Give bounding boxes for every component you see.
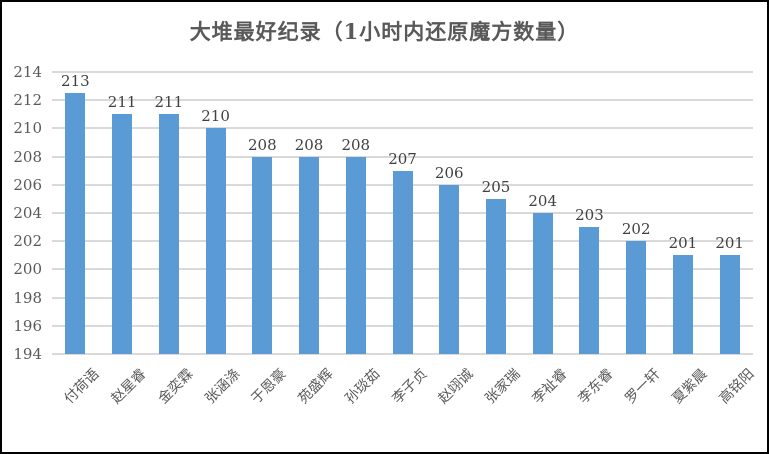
bar: [532, 213, 553, 354]
bar-value-label: 208: [294, 135, 324, 154]
y-tick-label: 208: [13, 147, 42, 166]
x-tick-label: 高铭阳: [716, 366, 758, 408]
bar-slot: 206: [426, 72, 473, 354]
x-tick-label: 罗一轩: [622, 366, 664, 408]
bar: [392, 170, 413, 354]
x-tick-label: 李子贞: [388, 366, 430, 408]
x-slot: 李祉睿: [519, 354, 570, 440]
x-tick-label: 张家瑞: [482, 366, 524, 408]
bar-slot: 210: [192, 72, 239, 354]
bar-value-label: 211: [107, 93, 137, 112]
x-slot: 高铭阳: [706, 354, 757, 440]
x-tick-label: 金奕霖: [155, 366, 197, 408]
x-tick-label: 孙琰茹: [342, 366, 384, 408]
y-tick-label: 202: [13, 232, 42, 251]
bar-value-label: 203: [575, 206, 604, 225]
bar-slot: 203: [566, 72, 613, 354]
x-slot: 于恩豪: [239, 354, 290, 440]
bar-slot: 201: [660, 72, 707, 354]
x-slot: 孙琰茹: [332, 354, 383, 440]
x-slot: 苑盛辉: [286, 354, 336, 440]
bar-value-label: 211: [154, 93, 184, 112]
y-tick-label: 210: [13, 119, 42, 138]
gridline: [52, 353, 753, 355]
x-tick-label: 赵翊诚: [435, 366, 477, 408]
x-tick-label: 苑盛辉: [295, 366, 337, 408]
y-tick-label: 194: [13, 345, 42, 363]
bar-slot: 208: [286, 72, 333, 354]
x-slot: 付荷语: [52, 354, 103, 440]
plot-area: 213 211 211 210 208 208 208 207 206 205 204 203 202 2…: [52, 71, 753, 355]
x-slot: 金奕霖: [145, 354, 196, 440]
bar-value-label: 202: [621, 220, 651, 239]
y-tick-label: 196: [13, 316, 42, 335]
x-tick-label: 张涵涤: [202, 366, 244, 408]
bar-slot: 202: [613, 72, 660, 354]
bars-layer: 213 211 211 210 208 208 208 207 206 205 204 203 202 2…: [52, 72, 753, 354]
x-tick-label: 付荷语: [61, 366, 103, 408]
x-tick-label: 赵星睿: [108, 366, 150, 408]
bar-slot: 211: [99, 72, 146, 354]
y-tick-label: 198: [13, 288, 42, 307]
gridline: [52, 99, 753, 102]
bar: [299, 156, 320, 354]
x-tick-label: 夏紫晨: [669, 366, 711, 408]
bar: [158, 114, 179, 354]
bar: [626, 241, 647, 354]
bar: [345, 156, 366, 354]
y-axis: 214 212 210 208 206 204 202 200 198 196 194: [2, 63, 52, 363]
x-slot: 罗一轩: [613, 354, 664, 440]
x-slot: 赵翊诚: [426, 354, 477, 440]
bar-slot: 207: [379, 72, 426, 354]
bar-slot: 208: [332, 72, 379, 354]
bar-value-label: 201: [668, 234, 698, 253]
bar-value-label: 201: [715, 234, 744, 253]
bar: [205, 128, 226, 354]
y-tick-label: 214: [13, 63, 42, 81]
y-tick-label: 200: [13, 260, 42, 279]
x-tick-label: 李东睿: [575, 366, 617, 408]
bar-value-label: 206: [434, 163, 464, 182]
chart-body: 214 212 210 208 206 204 202 200 198 196 194 213 211…: [2, 63, 767, 363]
bar-slot: 201: [706, 72, 753, 354]
bar-value-label: 205: [481, 177, 511, 196]
bar: [485, 198, 506, 354]
bar: [65, 93, 86, 354]
x-tick-label: 于恩豪: [248, 366, 290, 408]
x-slot: 李子贞: [379, 354, 430, 440]
gridline: [52, 127, 753, 130]
bar-slot: 204: [519, 72, 566, 354]
y-tick-label: 204: [13, 204, 42, 222]
bar-value-label: 204: [528, 192, 558, 210]
chart-title: 大堆最好纪录（1小时内还原魔方数量）: [189, 19, 580, 44]
bar-value-label: 208: [341, 135, 371, 154]
x-slot: 赵星睿: [99, 354, 150, 440]
bar: [252, 156, 273, 354]
y-tick-label: 212: [13, 91, 42, 110]
x-axis: 付荷语 赵星睿 金奕霖 张涵涤 于恩豪 苑盛辉 孙琰茹 李子贞 赵翊诚 张家瑞 李祉睿 李东睿 罗一轩夏…: [52, 354, 757, 440]
x-slot: 张涵涤: [192, 354, 243, 440]
bar-slot: 213: [52, 72, 99, 354]
y-tick-label: 206: [13, 175, 42, 194]
x-slot: 李东睿: [566, 354, 617, 440]
bar-slot: 205: [473, 72, 520, 354]
bar-slot: 211: [145, 72, 192, 354]
bar-value-label: 210: [201, 107, 230, 126]
bar-value-label: 207: [388, 149, 417, 168]
x-slot: 张家瑞: [473, 354, 523, 440]
bar: [112, 114, 133, 354]
bar: [719, 255, 740, 354]
bar-slot: 208: [239, 72, 286, 354]
gridline: [52, 71, 753, 73]
x-tick-label: 李祉睿: [529, 366, 571, 408]
bar-value-label: 208: [247, 135, 277, 154]
bar: [439, 184, 460, 354]
bar-value-label: 213: [61, 72, 90, 90]
bar: [672, 255, 693, 354]
gridline: [52, 155, 753, 158]
bar: [579, 227, 600, 354]
x-slot: 夏紫晨: [660, 354, 710, 440]
